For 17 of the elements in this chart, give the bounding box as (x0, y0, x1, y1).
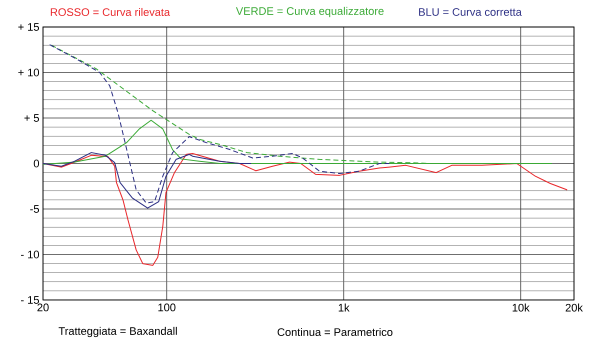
x-tick-label: 100 (158, 304, 176, 312)
y-tick-label: 0 (34, 160, 40, 168)
x-tick-label: 1k (338, 304, 350, 312)
text: VERDE = Curva equalizzatore (236, 6, 384, 18)
y-tick-label: + 5 (24, 114, 39, 122)
text: BLU = Curva corretta (419, 8, 522, 16)
y-tick-label: + 10 (18, 68, 40, 76)
text: ROSSO = Curva rilevata (50, 8, 170, 16)
y-tick-label: - 10 (21, 250, 40, 258)
text: Continua = Parametrico (278, 328, 392, 336)
x-tick-label: 10k (512, 304, 530, 312)
y-tick-label: - 15 (21, 296, 39, 304)
y-tick-label: + 15 (18, 23, 39, 31)
text: Tratteggiata = Baxandall (58, 326, 177, 338)
x-tick-label: 20k (566, 304, 583, 312)
y-tick-label: -5 (30, 205, 40, 213)
x-tick-label: 20 (37, 304, 49, 312)
